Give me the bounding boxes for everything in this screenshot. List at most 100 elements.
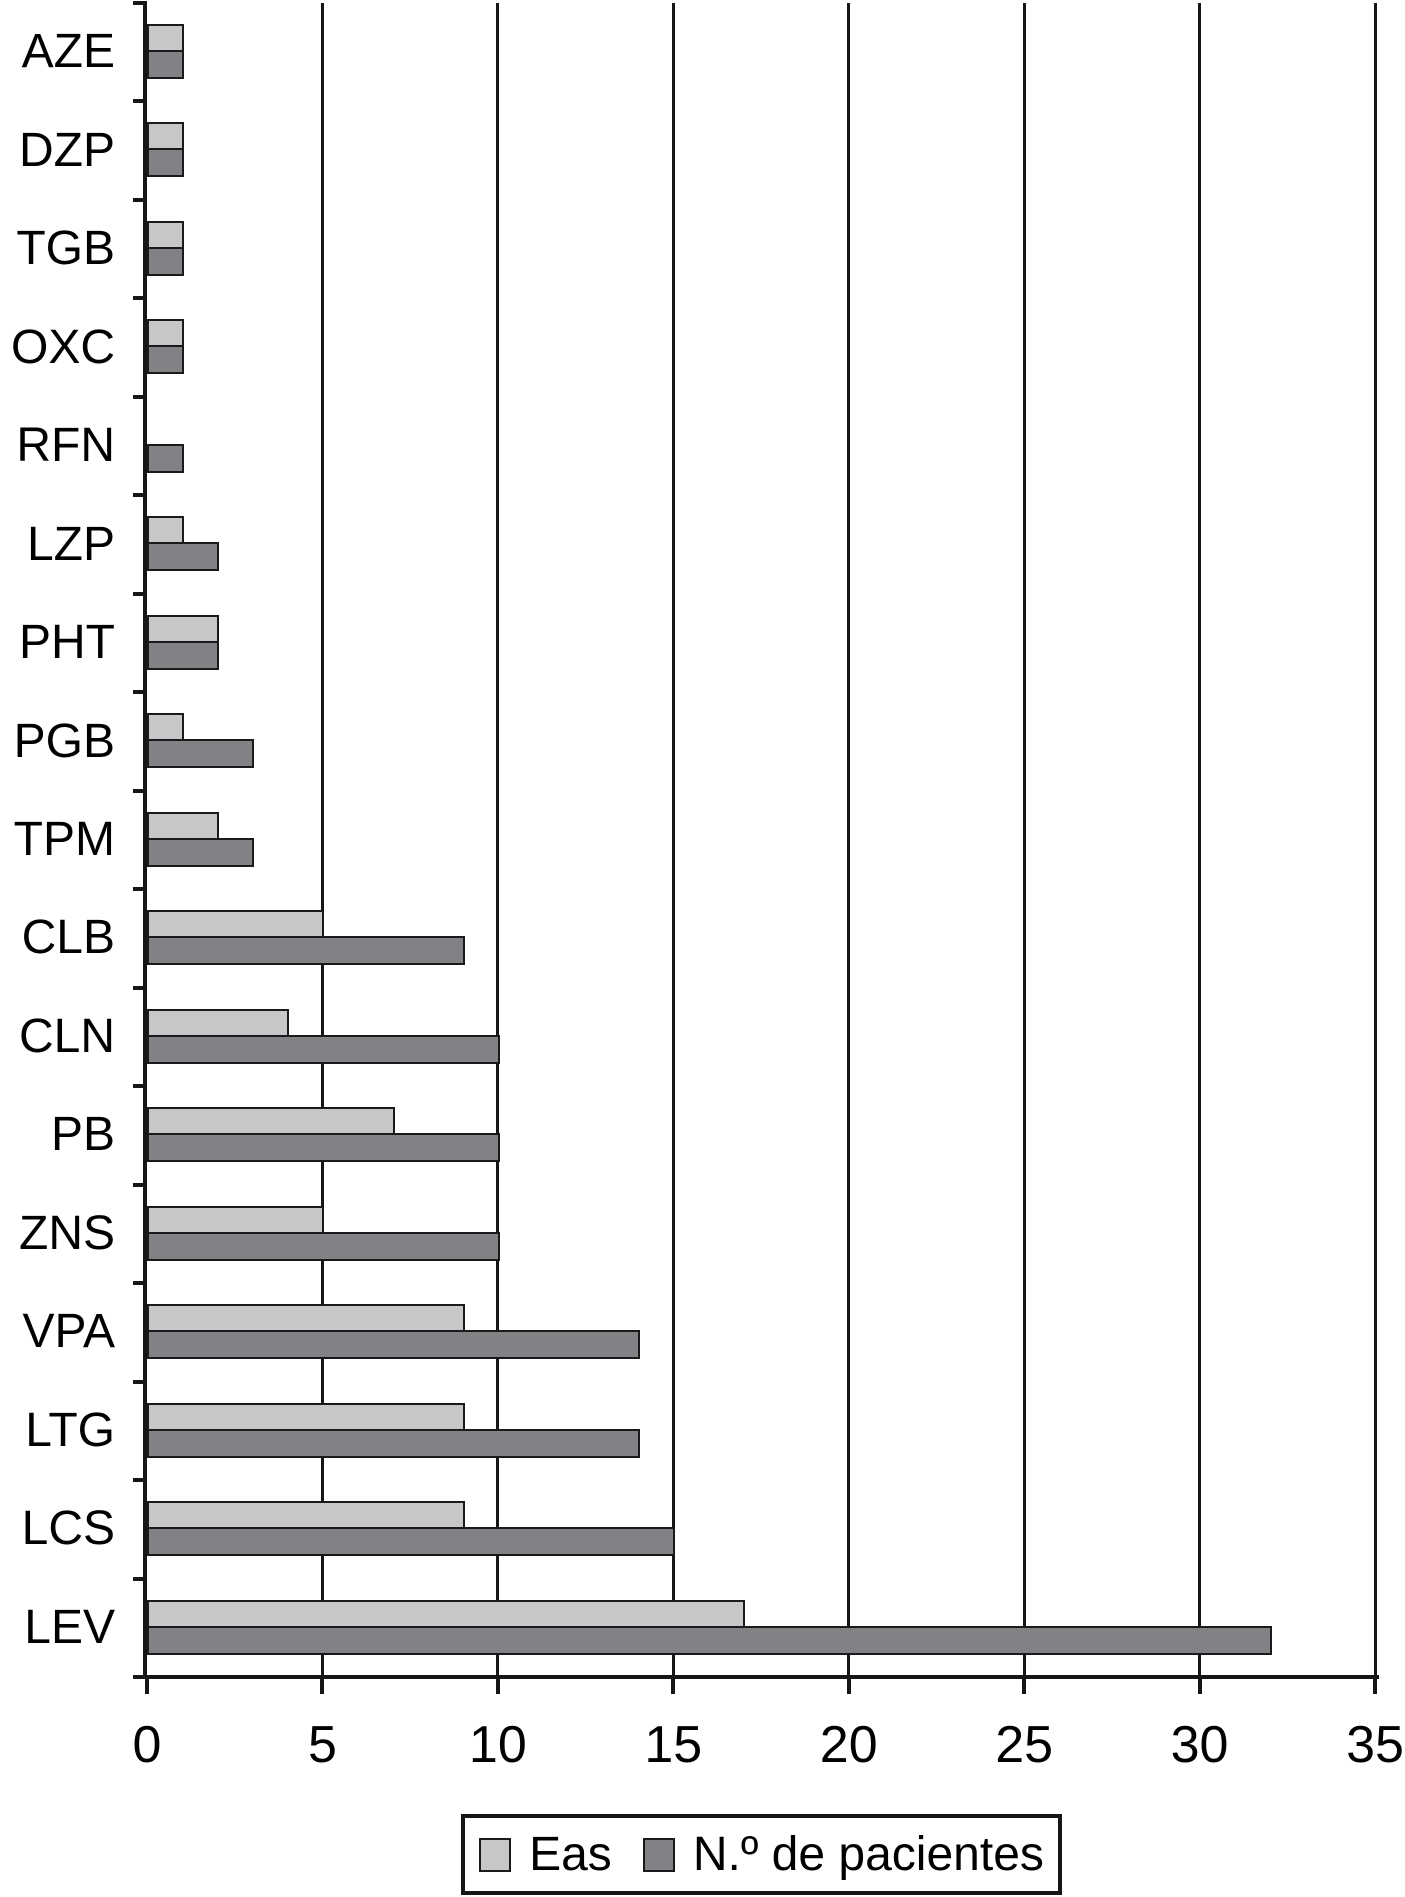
bar-eas-lzp — [147, 516, 185, 545]
x-tick-label-0: 0 — [132, 1716, 162, 1774]
y-axis-tick — [133, 788, 147, 793]
bar-pacientes-clb — [147, 936, 465, 966]
bar-pacientes-rfn — [147, 443, 185, 473]
bar-pacientes-cln — [147, 1034, 500, 1064]
legend-swatch-eas-icon — [479, 1837, 512, 1872]
bar-eas-ltg — [147, 1402, 465, 1431]
category-label-lcs: LCS — [21, 1502, 115, 1556]
y-axis-tick — [133, 197, 147, 202]
legend-label-eas: Eas — [529, 1827, 612, 1881]
bar-eas-zns — [147, 1205, 325, 1234]
legend-item-pacientes: N.º de pacientes — [642, 1827, 1044, 1881]
x-axis — [133, 1675, 1379, 1679]
y-axis-tick — [133, 1182, 147, 1187]
bar-eas-dzp — [147, 122, 185, 151]
y-axis-tick — [133, 394, 147, 399]
y-axis-tick — [133, 1478, 147, 1483]
bar-eas-lcs — [147, 1501, 465, 1530]
legend-item-eas: Eas — [479, 1827, 612, 1881]
x-axis-tick-20 — [846, 1677, 851, 1694]
gridline-30 — [1198, 3, 1202, 1677]
y-axis-tick — [133, 1, 147, 5]
legend: Eas N.º de pacientes — [461, 1814, 1062, 1895]
x-tick-label-5: 5 — [307, 1716, 337, 1774]
bar-eas-tpm — [147, 811, 220, 840]
bar-pacientes-lzp — [147, 542, 220, 572]
bar-eas-cln — [147, 1008, 290, 1037]
y-axis-tick — [133, 985, 147, 990]
x-axis-tick-25 — [1022, 1677, 1027, 1694]
legend-label-pacientes: N.º de pacientes — [692, 1827, 1044, 1881]
y-axis-tick — [133, 1379, 147, 1384]
bar-pacientes-tgb — [147, 246, 185, 276]
bar-eas-aze — [147, 24, 185, 52]
category-label-ltg: LTG — [25, 1403, 115, 1457]
gridline-25 — [1022, 3, 1026, 1677]
bar-eas-pb — [147, 1107, 395, 1136]
bar-pacientes-oxc — [147, 345, 185, 375]
y-axis-tick — [133, 296, 147, 301]
category-label-tpm: TPM — [13, 812, 115, 866]
category-label-zns: ZNS — [19, 1206, 115, 1260]
bar-pacientes-lcs — [147, 1527, 676, 1557]
bar-pacientes-vpa — [147, 1330, 641, 1360]
y-axis-tick — [133, 690, 147, 695]
y-axis-tick — [133, 1281, 147, 1286]
x-axis-tick-10 — [495, 1677, 500, 1694]
bar-pacientes-pb — [147, 1133, 500, 1163]
bar-eas-pgb — [147, 713, 185, 742]
y-axis-tick — [133, 493, 147, 498]
legend-swatch-pacientes-icon — [642, 1837, 675, 1872]
category-label-pht: PHT — [19, 616, 115, 670]
y-axis-tick — [133, 887, 147, 892]
x-tick-label-30: 30 — [1170, 1716, 1229, 1774]
bar-pacientes-tpm — [147, 837, 255, 867]
category-label-pb: PB — [50, 1108, 115, 1162]
gridline-10 — [496, 3, 500, 1677]
bar-pacientes-ltg — [147, 1428, 641, 1458]
bar-eas-pht — [147, 614, 220, 643]
x-axis-tick-35 — [1373, 1677, 1377, 1694]
bar-eas-vpa — [147, 1304, 465, 1333]
category-label-clb: CLB — [21, 911, 115, 965]
category-label-pgb: PGB — [13, 714, 115, 768]
bar-pacientes-zns — [147, 1231, 500, 1261]
bar-eas-oxc — [147, 319, 185, 348]
category-label-cln: CLN — [18, 1009, 115, 1063]
category-label-dzp: DZP — [19, 123, 115, 177]
bar-pacientes-lev — [147, 1625, 1272, 1655]
bar-pacientes-pgb — [147, 739, 255, 769]
gridline-35 — [1373, 3, 1377, 1677]
y-axis-tick — [133, 1576, 147, 1581]
category-label-tgb: TGB — [16, 222, 115, 276]
x-tick-label-15: 15 — [644, 1716, 703, 1774]
y-axis-tick — [133, 591, 147, 596]
gridline-20 — [847, 3, 851, 1677]
x-tick-label-20: 20 — [819, 1716, 878, 1774]
bar-pacientes-dzp — [147, 148, 185, 178]
x-axis-tick-15 — [671, 1677, 676, 1694]
category-label-aze: AZE — [21, 25, 115, 79]
gridline-15 — [671, 3, 675, 1677]
bar-eas-tgb — [147, 220, 185, 249]
x-tick-label-35: 35 — [1346, 1716, 1404, 1774]
y-axis-tick — [133, 1084, 147, 1089]
category-label-rfn: RFN — [16, 419, 115, 473]
y-axis — [143, 3, 147, 1679]
x-axis-tick-30 — [1197, 1677, 1202, 1694]
bar-eas-lev — [147, 1599, 746, 1628]
x-axis-tick-0 — [145, 1677, 149, 1694]
x-tick-label-25: 25 — [995, 1716, 1054, 1774]
x-axis-tick-5 — [320, 1677, 325, 1694]
category-label-oxc: OXC — [10, 320, 115, 374]
category-label-lzp: LZP — [26, 517, 115, 571]
category-label-vpa: VPA — [22, 1305, 115, 1359]
x-tick-label-10: 10 — [468, 1716, 527, 1774]
bar-pacientes-aze — [147, 50, 185, 79]
bar-pacientes-pht — [147, 640, 220, 670]
y-axis-tick — [133, 99, 147, 104]
category-label-lev: LEV — [24, 1600, 115, 1654]
bar-eas-clb — [147, 910, 325, 939]
gridline-5 — [320, 3, 324, 1677]
